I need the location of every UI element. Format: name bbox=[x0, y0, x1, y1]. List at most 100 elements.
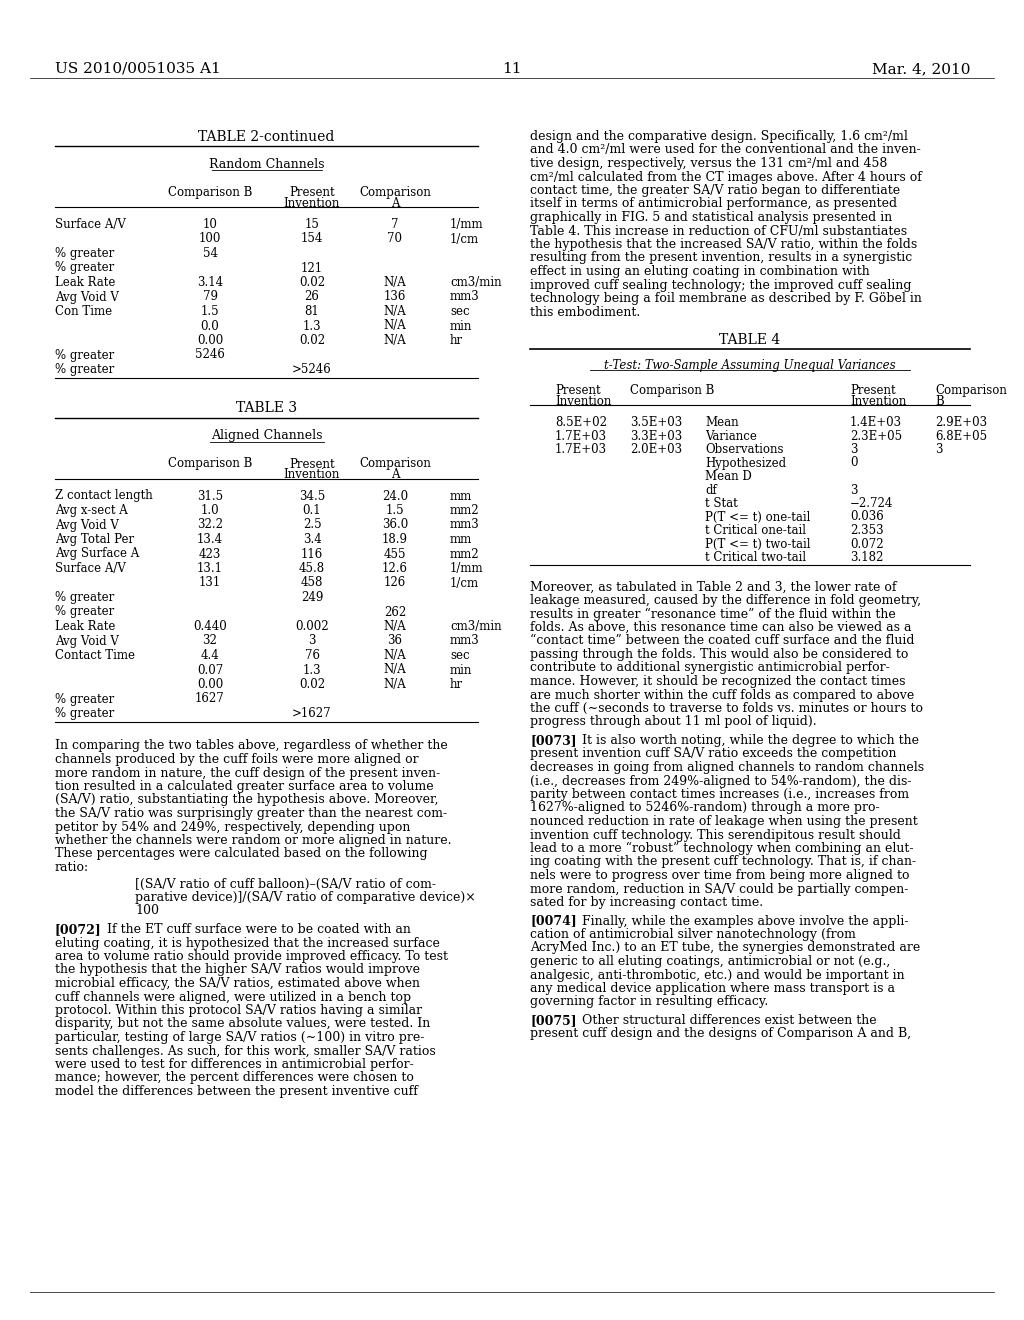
Text: Other structural differences exist between the: Other structural differences exist betwe… bbox=[574, 1014, 877, 1027]
Text: 1/mm: 1/mm bbox=[450, 218, 483, 231]
Text: leakage measured, caused by the difference in fold geometry,: leakage measured, caused by the differen… bbox=[530, 594, 922, 607]
Text: [0072]: [0072] bbox=[55, 923, 101, 936]
Text: Surface A/V: Surface A/V bbox=[55, 562, 126, 576]
Text: mm3: mm3 bbox=[450, 635, 480, 648]
Text: 0.440: 0.440 bbox=[194, 620, 227, 634]
Text: cation of antimicrobial silver nanotechnology (from: cation of antimicrobial silver nanotechn… bbox=[530, 928, 856, 941]
Text: 3: 3 bbox=[935, 444, 942, 455]
Text: TABLE 2-continued: TABLE 2-continued bbox=[199, 129, 335, 144]
Text: 10: 10 bbox=[203, 218, 217, 231]
Text: effect in using an eluting coating in combination with: effect in using an eluting coating in co… bbox=[530, 265, 869, 279]
Text: 11: 11 bbox=[502, 62, 522, 77]
Text: improved cuff sealing technology; the improved cuff sealing: improved cuff sealing technology; the im… bbox=[530, 279, 911, 292]
Text: 4.4: 4.4 bbox=[201, 649, 219, 663]
Text: hr: hr bbox=[450, 334, 463, 347]
Text: governing factor in resulting efficacy.: governing factor in resulting efficacy. bbox=[530, 995, 768, 1008]
Text: 0.0: 0.0 bbox=[201, 319, 219, 333]
Text: >1627: >1627 bbox=[292, 708, 332, 719]
Text: area to volume ratio should provide improved efficacy. To test: area to volume ratio should provide impr… bbox=[55, 950, 449, 964]
Text: 0.02: 0.02 bbox=[299, 276, 325, 289]
Text: If the ET cuff surface were to be coated with an: If the ET cuff surface were to be coated… bbox=[99, 923, 411, 936]
Text: 1627: 1627 bbox=[196, 693, 225, 705]
Text: N/A: N/A bbox=[384, 334, 407, 347]
Text: Leak Rate: Leak Rate bbox=[55, 276, 116, 289]
Text: eluting coating, it is hypothesized that the increased surface: eluting coating, it is hypothesized that… bbox=[55, 936, 440, 949]
Text: df: df bbox=[705, 483, 717, 496]
Text: N/A: N/A bbox=[384, 678, 407, 690]
Text: N/A: N/A bbox=[384, 319, 407, 333]
Text: % greater: % greater bbox=[55, 606, 115, 619]
Text: the cuff (∼seconds to traverse to folds vs. minutes or hours to: the cuff (∼seconds to traverse to folds … bbox=[530, 702, 923, 715]
Text: 81: 81 bbox=[304, 305, 319, 318]
Text: cuff channels were aligned, were utilized in a bench top: cuff channels were aligned, were utilize… bbox=[55, 990, 411, 1003]
Text: resulting from the present invention, results in a synergistic: resulting from the present invention, re… bbox=[530, 252, 912, 264]
Text: sents challenges. As such, for this work, smaller SA/V ratios: sents challenges. As such, for this work… bbox=[55, 1044, 436, 1057]
Text: sec: sec bbox=[450, 305, 470, 318]
Text: mance; however, the percent differences were chosen to: mance; however, the percent differences … bbox=[55, 1072, 414, 1085]
Text: Comparison: Comparison bbox=[359, 458, 431, 470]
Text: Mar. 4, 2010: Mar. 4, 2010 bbox=[871, 62, 970, 77]
Text: A: A bbox=[391, 469, 399, 482]
Text: % greater: % greater bbox=[55, 261, 115, 275]
Text: and 4.0 cm²/ml were used for the conventional and the inven-: and 4.0 cm²/ml were used for the convent… bbox=[530, 144, 921, 157]
Text: progress through about 11 ml pool of liquid).: progress through about 11 ml pool of liq… bbox=[530, 715, 816, 729]
Text: min: min bbox=[450, 664, 472, 676]
Text: the hypothesis that the higher SA/V ratios would improve: the hypothesis that the higher SA/V rati… bbox=[55, 964, 420, 977]
Text: lead to a more “robust” technology when combining an elut-: lead to a more “robust” technology when … bbox=[530, 842, 913, 855]
Text: [0074]: [0074] bbox=[530, 915, 577, 928]
Text: 0.00: 0.00 bbox=[197, 678, 223, 690]
Text: 31.5: 31.5 bbox=[197, 490, 223, 503]
Text: Hypothesized: Hypothesized bbox=[705, 457, 786, 470]
Text: 36.0: 36.0 bbox=[382, 519, 409, 532]
Text: 32.2: 32.2 bbox=[197, 519, 223, 532]
Text: more random, reduction in SA/V could be partially compen-: more random, reduction in SA/V could be … bbox=[530, 883, 908, 895]
Text: 2.0E+03: 2.0E+03 bbox=[630, 444, 682, 455]
Text: hr: hr bbox=[450, 678, 463, 690]
Text: ratio:: ratio: bbox=[55, 861, 89, 874]
Text: 32: 32 bbox=[203, 635, 217, 648]
Text: petitor by 54% and 249%, respectively, depending upon: petitor by 54% and 249%, respectively, d… bbox=[55, 821, 411, 833]
Text: Random Channels: Random Channels bbox=[209, 158, 325, 172]
Text: 131: 131 bbox=[199, 577, 221, 590]
Text: the SA/V ratio was surprisingly greater than the nearest com-: the SA/V ratio was surprisingly greater … bbox=[55, 807, 447, 820]
Text: sated for by increasing contact time.: sated for by increasing contact time. bbox=[530, 896, 763, 909]
Text: (i.e., decreases from 249%-aligned to 54%-random), the dis-: (i.e., decreases from 249%-aligned to 54… bbox=[530, 775, 911, 788]
Text: 1.3: 1.3 bbox=[303, 664, 322, 676]
Text: Comparison: Comparison bbox=[935, 384, 1007, 397]
Text: 1.7E+03: 1.7E+03 bbox=[555, 429, 607, 442]
Text: These percentages were calculated based on the following: These percentages were calculated based … bbox=[55, 847, 428, 861]
Text: cm²/ml calculated from the CT images above. After 4 hours of: cm²/ml calculated from the CT images abo… bbox=[530, 170, 922, 183]
Text: decreases in going from aligned channels to random channels: decreases in going from aligned channels… bbox=[530, 762, 924, 774]
Text: 154: 154 bbox=[301, 232, 324, 246]
Text: cm3/min: cm3/min bbox=[450, 276, 502, 289]
Text: 1/cm: 1/cm bbox=[450, 232, 479, 246]
Text: Avg Void V: Avg Void V bbox=[55, 290, 119, 304]
Text: analgesic, anti-thrombotic, etc.) and would be important in: analgesic, anti-thrombotic, etc.) and wo… bbox=[530, 969, 904, 982]
Text: the hypothesis that the increased SA/V ratio, within the folds: the hypothesis that the increased SA/V r… bbox=[530, 238, 918, 251]
Text: mm: mm bbox=[450, 490, 472, 503]
Text: are much shorter within the cuff folds as compared to above: are much shorter within the cuff folds a… bbox=[530, 689, 914, 701]
Text: 126: 126 bbox=[384, 577, 407, 590]
Text: 1627%-aligned to 5246%-random) through a more pro-: 1627%-aligned to 5246%-random) through a… bbox=[530, 801, 880, 814]
Text: whether the channels were random or more aligned in nature.: whether the channels were random or more… bbox=[55, 834, 452, 847]
Text: 3.5E+03: 3.5E+03 bbox=[630, 416, 682, 429]
Text: Comparison B: Comparison B bbox=[168, 186, 252, 199]
Text: technology being a foil membrane as described by F. Göbel in: technology being a foil membrane as desc… bbox=[530, 292, 922, 305]
Text: TABLE 3: TABLE 3 bbox=[236, 401, 297, 416]
Text: [(SA/V ratio of cuff balloon)–(SA/V ratio of com-: [(SA/V ratio of cuff balloon)–(SA/V rati… bbox=[135, 878, 436, 891]
Text: N/A: N/A bbox=[384, 649, 407, 663]
Text: protocol. Within this protocol SA/V ratios having a similar: protocol. Within this protocol SA/V rati… bbox=[55, 1005, 422, 1016]
Text: It is also worth noting, while the degree to which the: It is also worth noting, while the degre… bbox=[574, 734, 919, 747]
Text: In comparing the two tables above, regardless of whether the: In comparing the two tables above, regar… bbox=[55, 739, 447, 752]
Text: Comparison B: Comparison B bbox=[168, 458, 252, 470]
Text: Observations: Observations bbox=[705, 444, 783, 455]
Text: 3: 3 bbox=[850, 483, 857, 496]
Text: 3.4: 3.4 bbox=[303, 533, 322, 546]
Text: Table 4. This increase in reduction of CFU/ml substantiates: Table 4. This increase in reduction of C… bbox=[530, 224, 907, 238]
Text: 2.353: 2.353 bbox=[850, 524, 884, 537]
Text: 1.5: 1.5 bbox=[386, 504, 404, 517]
Text: Invention: Invention bbox=[850, 395, 906, 408]
Text: >5246: >5246 bbox=[292, 363, 332, 376]
Text: Comparison: Comparison bbox=[359, 186, 431, 199]
Text: were used to test for differences in antimicrobial perfor-: were used to test for differences in ant… bbox=[55, 1059, 414, 1071]
